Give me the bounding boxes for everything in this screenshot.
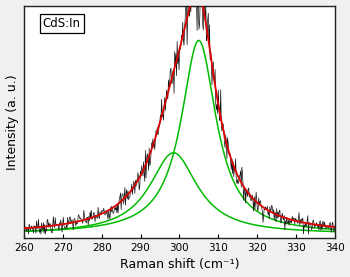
- X-axis label: Raman shift (cm⁻¹): Raman shift (cm⁻¹): [120, 258, 239, 271]
- Y-axis label: Intensity (a. u.): Intensity (a. u.): [6, 74, 19, 170]
- Text: CdS:In: CdS:In: [43, 17, 81, 30]
